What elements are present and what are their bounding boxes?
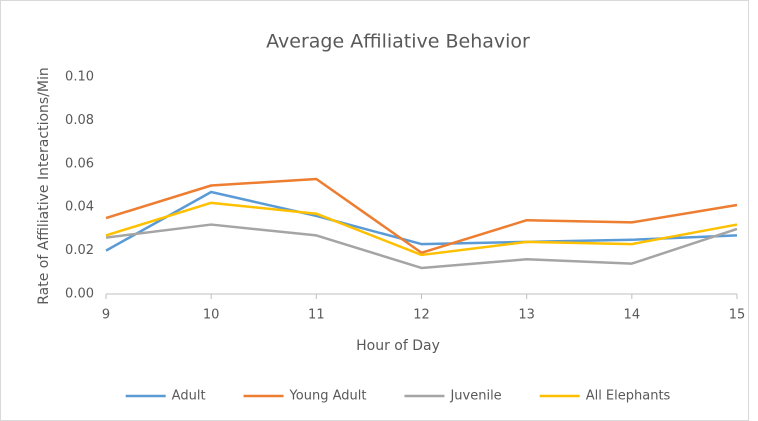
y-tick-label: 0.04 bbox=[65, 200, 94, 215]
legend-label: Adult bbox=[172, 389, 206, 404]
y-tick-label: 0.00 bbox=[65, 287, 94, 302]
y-tick-label: 0.02 bbox=[65, 243, 94, 258]
x-tick-label: 13 bbox=[518, 308, 535, 323]
chart-title: Average Affiliative Behavior bbox=[266, 31, 530, 53]
x-tick-label: 15 bbox=[729, 308, 746, 323]
legend-label: Young Adult bbox=[289, 389, 367, 404]
x-tick-label: 10 bbox=[203, 308, 220, 323]
legend-label: All Elephants bbox=[586, 389, 671, 404]
x-tick-label: 12 bbox=[413, 308, 430, 323]
series-line bbox=[105, 177, 738, 255]
series-line bbox=[105, 190, 738, 252]
y-tick-label: 0.06 bbox=[65, 156, 94, 171]
y-axis-label: Rate of Affiliative Interactions/Min bbox=[36, 67, 52, 305]
series-line bbox=[105, 201, 738, 257]
x-axis-label: Hour of Day bbox=[356, 338, 440, 354]
legend-label: Juvenile bbox=[449, 389, 501, 404]
y-tick-label: 0.08 bbox=[65, 113, 94, 128]
x-tick-label: 11 bbox=[308, 308, 325, 323]
series-line bbox=[105, 223, 738, 270]
x-tick-label: 14 bbox=[624, 308, 641, 323]
y-tick-label: 0.10 bbox=[65, 70, 94, 85]
x-tick-label: 9 bbox=[102, 308, 110, 323]
